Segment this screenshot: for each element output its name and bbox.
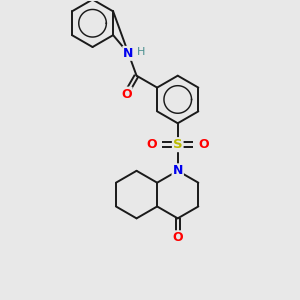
Text: N: N (172, 164, 183, 177)
Text: O: O (147, 138, 157, 151)
Text: H: H (137, 47, 146, 57)
Text: O: O (198, 138, 209, 151)
Text: S: S (173, 138, 183, 151)
Text: O: O (121, 88, 132, 100)
Text: O: O (172, 231, 183, 244)
Text: N: N (123, 47, 134, 60)
